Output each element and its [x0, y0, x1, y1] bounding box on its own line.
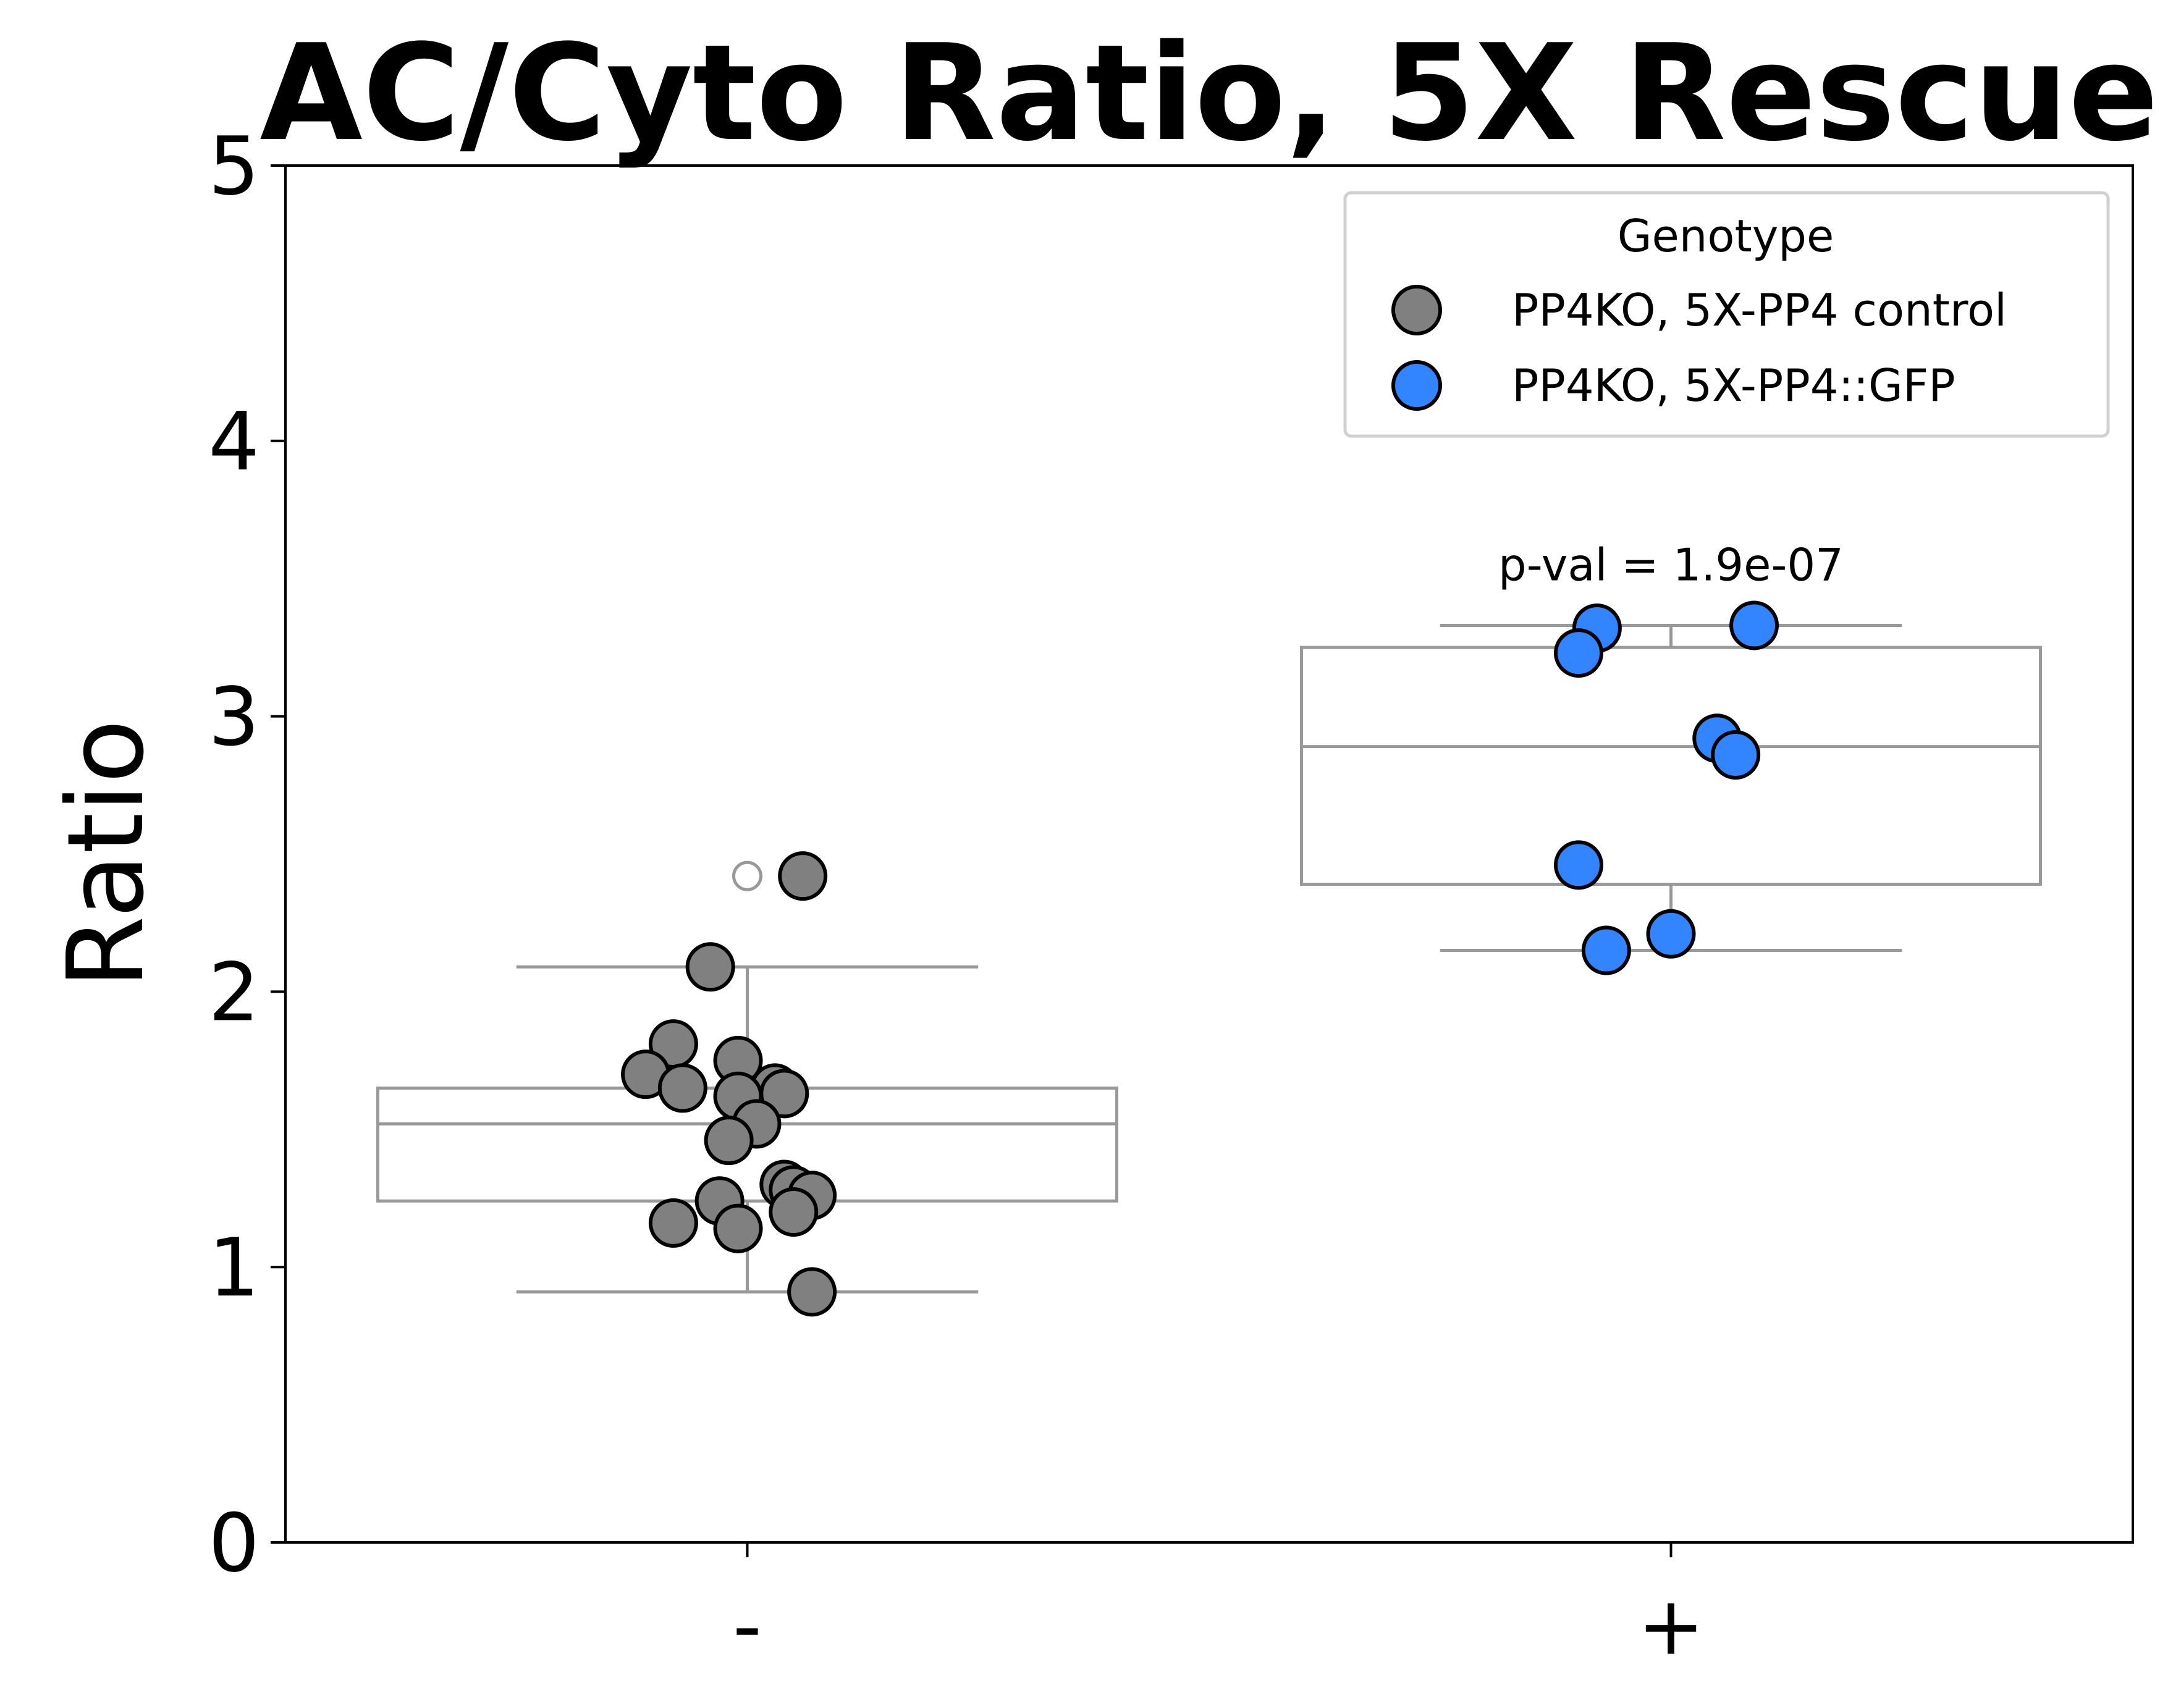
- data-point: [1581, 925, 1631, 975]
- x-tick-label: +: [1637, 1579, 1705, 1673]
- y-tick-label: 4: [208, 395, 259, 489]
- data-point: [1711, 730, 1761, 780]
- plot-frame: [284, 164, 2134, 1544]
- data-point: [648, 1198, 698, 1248]
- x-tick-label: -: [733, 1579, 762, 1673]
- y-axis-label: Ratio: [45, 719, 167, 988]
- y-tick-label: 3: [208, 670, 259, 764]
- data-point: [778, 851, 828, 901]
- y-tick-label: 2: [208, 945, 259, 1039]
- y-axis: 0 1 2 3 4 5: [208, 119, 285, 1590]
- data-point: [657, 1063, 707, 1113]
- legend-title: Genotype: [1618, 210, 1834, 262]
- y-tick-label: 0: [208, 1496, 259, 1590]
- legend-marker: [1391, 360, 1442, 411]
- data-point: [787, 1267, 837, 1317]
- legend-frame: [1343, 191, 2110, 438]
- data-point: [685, 942, 735, 992]
- legend-marker: [1391, 285, 1442, 335]
- data-point: [1554, 840, 1603, 890]
- data-point: [1729, 600, 1779, 650]
- points-layer: [621, 600, 1779, 1317]
- x-axis: - +: [733, 1542, 1705, 1673]
- box-1: [1300, 623, 2042, 953]
- y-tick-label: 5: [208, 119, 259, 213]
- box-outlier: [732, 860, 762, 891]
- legend-label: PP4KO, 5X-PP4::GFP: [1512, 360, 1955, 411]
- p-value-annotation: p-val = 1.9e-07: [1498, 539, 1844, 591]
- annotations-layer: p-val = 1.9e-07: [1498, 539, 1844, 591]
- data-point: [1554, 628, 1603, 678]
- data-point: [704, 1116, 754, 1166]
- y-tick-label: 1: [208, 1221, 259, 1315]
- data-point: [1646, 909, 1696, 959]
- boxes-layer: [376, 623, 2042, 1294]
- data-point: [713, 1203, 763, 1253]
- box-iqr: [1300, 646, 2042, 886]
- legend-label: PP4KO, 5X-PP4 control: [1512, 284, 2007, 336]
- chart-title: AC/Cyto Ratio, 5X Rescue: [259, 15, 2158, 170]
- data-point: [769, 1187, 819, 1237]
